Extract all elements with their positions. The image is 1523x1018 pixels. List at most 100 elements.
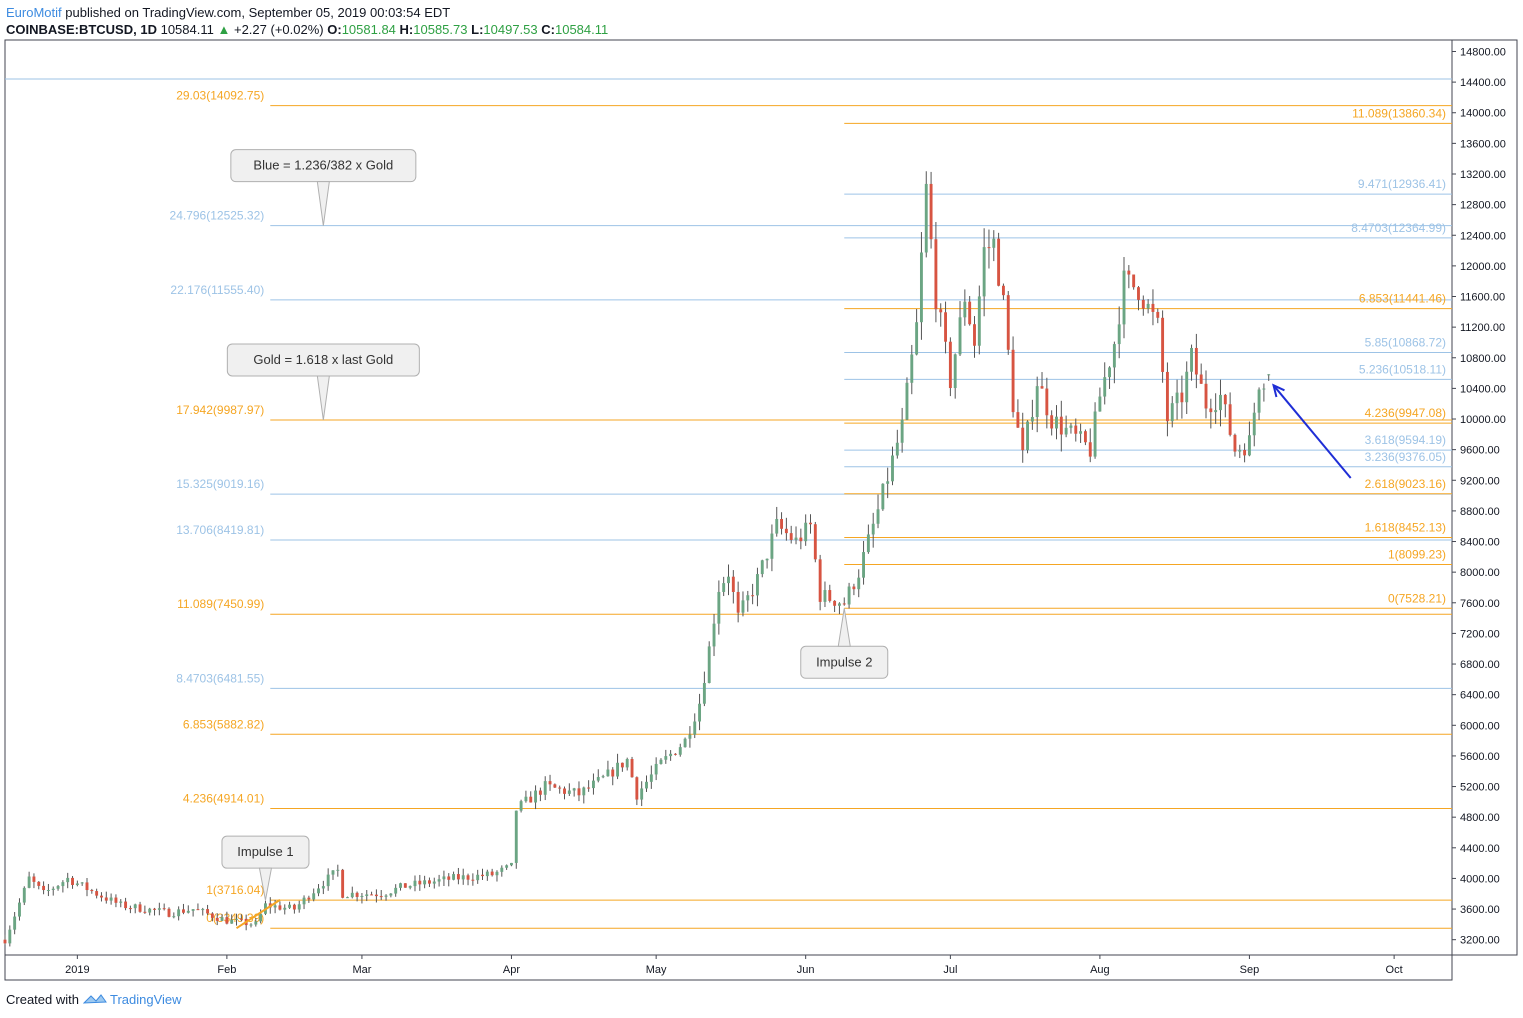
candle-down bbox=[828, 590, 832, 601]
candle-down bbox=[292, 904, 296, 910]
candle-up bbox=[625, 758, 629, 768]
tradingview-link[interactable]: TradingView bbox=[110, 992, 182, 1007]
candle-up bbox=[61, 882, 65, 887]
candle-down bbox=[1088, 442, 1092, 457]
time-axis[interactable] bbox=[4, 954, 1453, 981]
fib-level-label: 4.236(4914.01) bbox=[183, 791, 264, 805]
candle-up bbox=[891, 455, 894, 482]
y-tick-label: 9600.00 bbox=[1460, 445, 1500, 457]
fib-level-label: 3.618(9594.19) bbox=[1365, 433, 1446, 447]
candle-down bbox=[751, 595, 755, 597]
fib-level-label: 2.618(9023.16) bbox=[1365, 477, 1446, 491]
candle-up bbox=[297, 904, 301, 910]
candle-down bbox=[206, 909, 210, 914]
candle-up bbox=[235, 918, 238, 920]
y-tick-label: 7600.00 bbox=[1460, 598, 1500, 610]
candle-up bbox=[157, 908, 161, 910]
blue-arrow-shaft bbox=[1272, 384, 1352, 479]
candle-down bbox=[104, 897, 108, 901]
author-link[interactable]: EuroMotif bbox=[6, 5, 62, 20]
callout-text: Impulse 1 bbox=[237, 844, 293, 859]
candle-down bbox=[1141, 299, 1145, 309]
candle-down bbox=[456, 874, 460, 880]
low-value: 10497.53 bbox=[483, 22, 538, 37]
candle-down bbox=[162, 908, 166, 910]
candle-up bbox=[963, 301, 967, 318]
candle-up bbox=[254, 921, 258, 925]
fib-level-label: 1(3716.04) bbox=[206, 883, 264, 897]
candle-up bbox=[8, 929, 12, 944]
footer: Created with TradingView bbox=[6, 992, 182, 1007]
candle-up bbox=[1170, 403, 1174, 422]
candle-down bbox=[818, 559, 822, 602]
y-tick-label: 10400.00 bbox=[1460, 383, 1506, 395]
candle-up bbox=[336, 869, 340, 871]
candle-down bbox=[968, 301, 972, 325]
candle-up bbox=[46, 889, 50, 891]
price-axis[interactable] bbox=[1451, 39, 1518, 956]
candle-up bbox=[881, 483, 885, 510]
candle-up bbox=[900, 419, 904, 443]
candle-up bbox=[331, 870, 335, 875]
candle-down bbox=[1001, 285, 1005, 296]
fib-level-label: 24.796(12525.32) bbox=[170, 209, 265, 223]
x-tick-label: Sep bbox=[1240, 964, 1260, 976]
candle-down bbox=[577, 788, 581, 796]
candle-down bbox=[833, 600, 837, 606]
candle-up bbox=[1112, 344, 1116, 368]
open-value: 10581.84 bbox=[341, 22, 396, 37]
candle-up bbox=[640, 788, 644, 800]
candle-up bbox=[572, 788, 576, 791]
candle-up bbox=[953, 354, 957, 389]
candle-up bbox=[1252, 412, 1256, 436]
candle-down bbox=[809, 522, 812, 525]
candle-up bbox=[452, 874, 456, 880]
candle-up bbox=[437, 879, 441, 882]
candle-down bbox=[799, 537, 803, 542]
fib-level-label: 5.236(10518.11) bbox=[1359, 362, 1446, 376]
candle-down bbox=[620, 762, 624, 768]
candle-down bbox=[128, 908, 132, 910]
y-tick-label: 14000.00 bbox=[1460, 108, 1506, 120]
plot-area[interactable] bbox=[4, 39, 1453, 956]
candle-up bbox=[326, 874, 330, 887]
candle-up bbox=[109, 897, 113, 901]
candle-down bbox=[37, 881, 41, 886]
candle-up bbox=[862, 552, 866, 578]
candle-down bbox=[71, 877, 74, 886]
candle-down bbox=[1045, 388, 1049, 416]
candle-up bbox=[794, 537, 798, 540]
y-axis-ticks: 3200.00 3600.00 4000.00 4400.00 4800.00 5200.… bbox=[1452, 46, 1506, 947]
candle-up bbox=[1185, 371, 1189, 403]
fib-level-label: 15.325(9019.16) bbox=[176, 477, 264, 491]
candle-up bbox=[722, 583, 726, 592]
candle-up bbox=[683, 738, 687, 748]
candle-up bbox=[133, 904, 137, 909]
candle-up bbox=[1069, 425, 1073, 428]
candle-up bbox=[1146, 303, 1150, 309]
y-tick-label: 8800.00 bbox=[1460, 506, 1500, 518]
price-change: +2.27 (+0.02%) bbox=[233, 22, 324, 37]
candle-down bbox=[1204, 383, 1208, 409]
candle-up bbox=[649, 774, 653, 782]
blue-arrow-head-icon bbox=[1272, 383, 1285, 398]
candle-down bbox=[1233, 434, 1237, 452]
fib-level-label: 11.089(13860.34) bbox=[1352, 106, 1446, 120]
candle-down bbox=[182, 909, 185, 913]
candle-down bbox=[558, 787, 562, 789]
candle-down bbox=[379, 896, 383, 898]
candle-down bbox=[1165, 371, 1169, 422]
candle-up bbox=[1262, 388, 1266, 390]
fib-level-label: 8.4703(12364.99) bbox=[1351, 221, 1446, 235]
x-axis-ticks: 2019 Feb Mar Apr May Jun Jul Aug Sep Oct bbox=[65, 955, 1403, 976]
candle-up bbox=[659, 759, 663, 764]
candle-down bbox=[210, 913, 214, 918]
candle-down bbox=[1161, 317, 1165, 372]
x-tick-label: 2019 bbox=[65, 964, 89, 976]
candle-up bbox=[741, 600, 745, 613]
candles bbox=[3, 171, 1271, 947]
candle-down bbox=[1074, 425, 1078, 434]
candle-up bbox=[423, 880, 427, 885]
candle-up bbox=[66, 877, 70, 883]
